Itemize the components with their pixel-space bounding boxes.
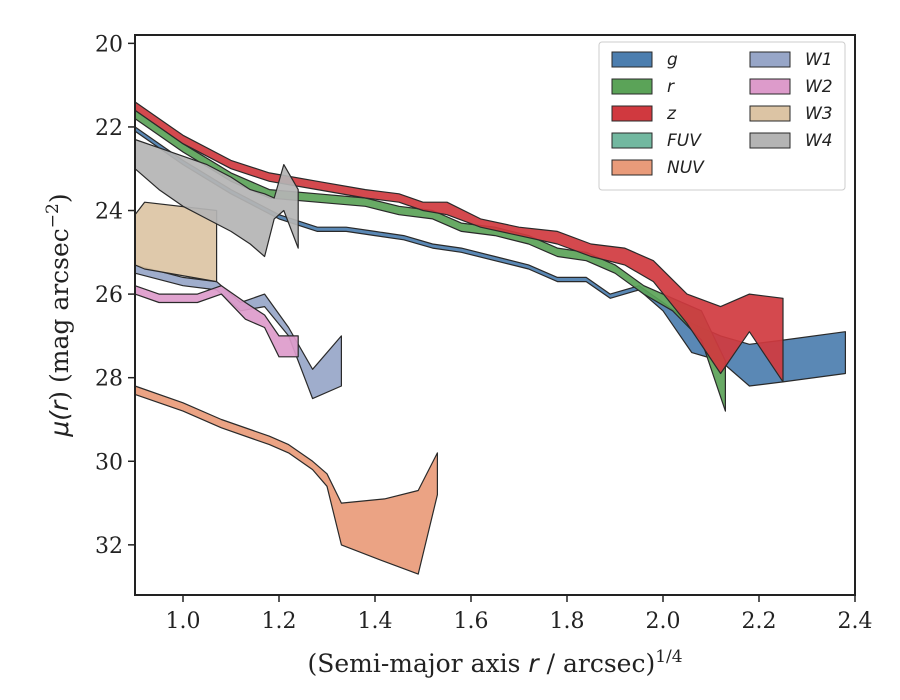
x-tick-label: 1.2 (262, 609, 297, 634)
plot-frame (134, 34, 856, 596)
x-tick-label: 1.4 (358, 609, 393, 634)
band-r (134, 109, 727, 412)
x-tick-label: 2.4 (838, 609, 873, 634)
y-tick-label: 26 (95, 283, 123, 308)
legend-swatch-w2 (749, 78, 791, 95)
legend: grz FUV NUV W1 W2 W3 W4 (598, 41, 846, 191)
band-w2 (134, 285, 299, 358)
x-tick-label: 1.8 (550, 609, 585, 634)
legend-label-w1: W1 (805, 50, 833, 70)
legend-swatch-nuv (611, 159, 653, 176)
legend-label-fuv: FUV (667, 131, 702, 151)
x-tick-label: 1.0 (166, 609, 201, 634)
legend-swatch-w3 (749, 105, 791, 122)
y-tick-label: 22 (95, 116, 123, 141)
legend-label-r: r (667, 77, 675, 97)
band-g (134, 126, 847, 387)
legend-label-w2: W2 (805, 77, 833, 97)
x-tick-label: 1.6 (454, 609, 489, 634)
band-w1 (134, 264, 342, 400)
band-z (134, 101, 784, 383)
y-tick-label: 30 (95, 450, 123, 475)
y-tick-label: 32 (95, 534, 123, 559)
legend-label-g: g (667, 50, 678, 70)
y-tick-label: 28 (95, 367, 123, 392)
band-w4 (134, 138, 299, 258)
legend-swatch-fuv (611, 132, 653, 149)
legend-swatch-z (611, 105, 653, 122)
y-axis-label: μ(r) (mag arcsec−2) (43, 193, 74, 437)
legend-label-nuv: NUV (667, 158, 705, 178)
band-nuv (134, 385, 438, 575)
x-tick-label: 2.2 (742, 609, 777, 634)
legend-swatch-w4 (749, 132, 791, 149)
y-tick-label: 20 (95, 32, 123, 57)
x-axis-label: (Semi-major axis r / arcsec)1/4 (307, 647, 682, 678)
legend-label-w3: W3 (805, 104, 833, 124)
y-axis: 20 22 24 26 28 30 32 (95, 32, 135, 559)
legend-label-w4: W4 (805, 131, 833, 151)
y-tick-label: 24 (95, 200, 123, 225)
legend-label-z: z (666, 104, 677, 124)
x-axis: 1.0 1.2 1.4 1.6 1.8 2.0 2.2 2.4 (166, 595, 873, 634)
x-tick-label: 2.0 (646, 609, 681, 634)
legend-swatch-r (611, 78, 653, 95)
legend-swatch-g (611, 51, 653, 68)
legend-swatch-w1 (749, 51, 791, 68)
band-layer (134, 101, 847, 575)
